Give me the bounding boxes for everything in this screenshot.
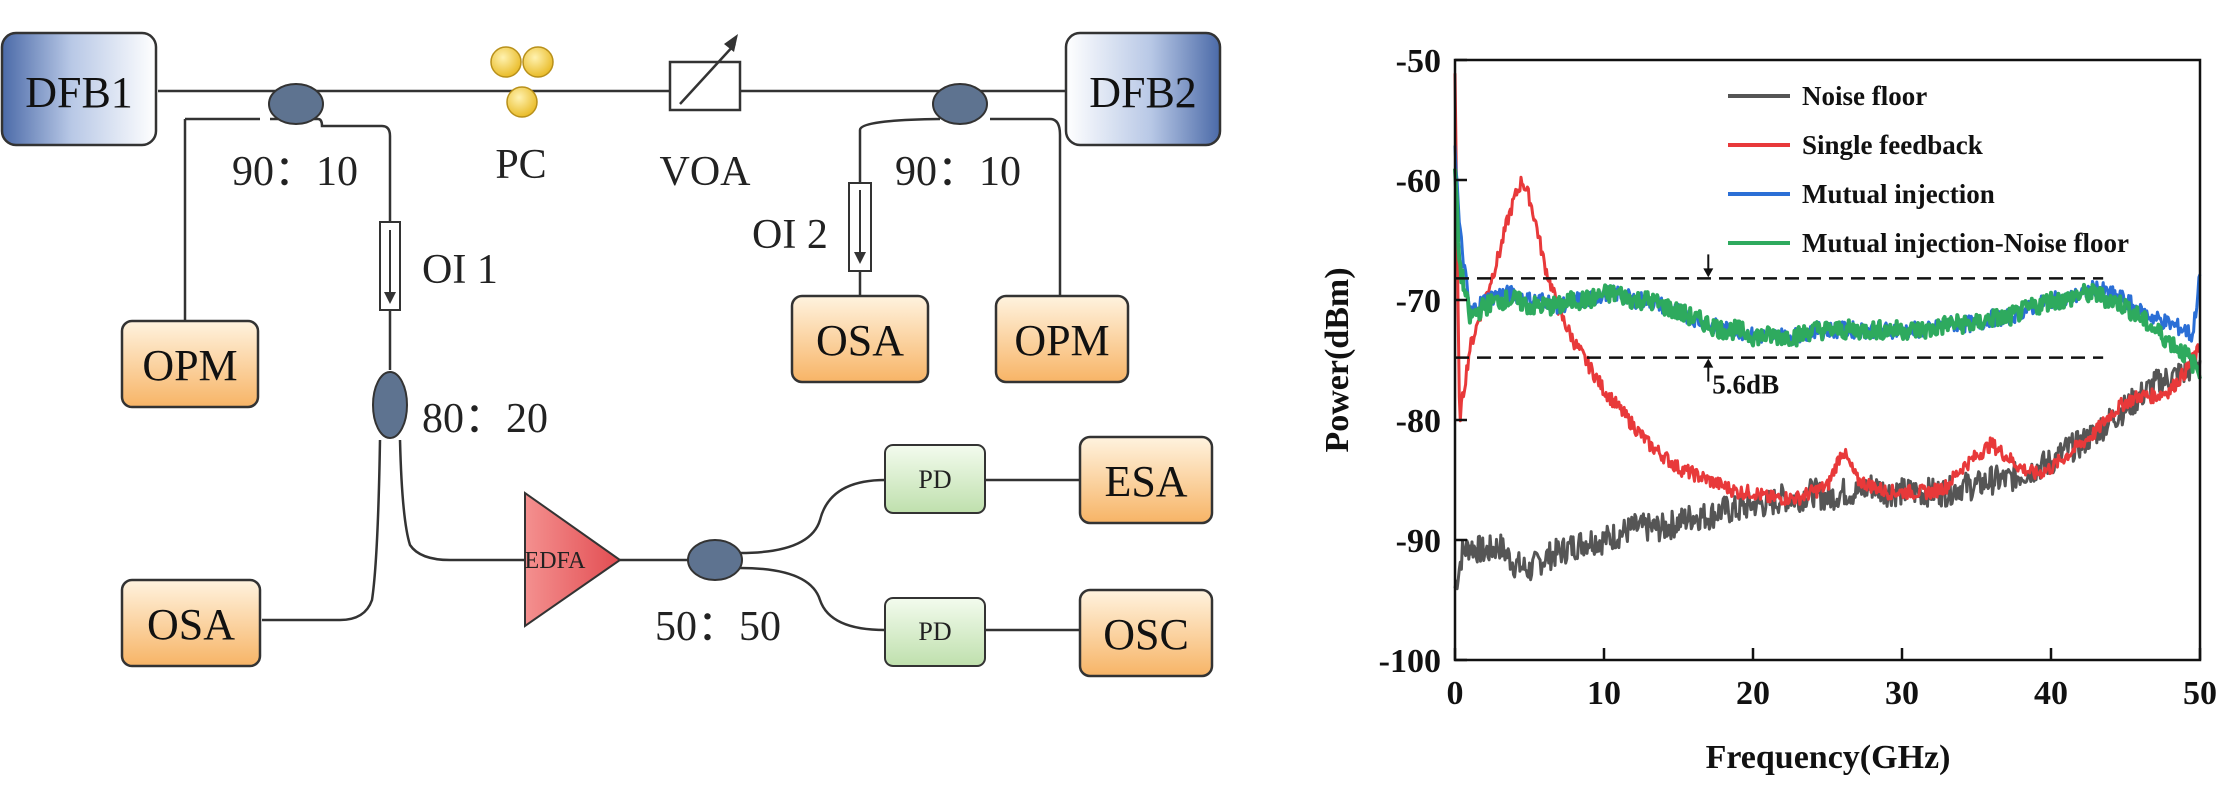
y-tick-label: -60 [1396,163,1441,200]
legend-label: Mutual injection-Noise floor [1802,228,2129,258]
osa-left-label: OSA [147,600,235,649]
fiber-c4-pd2 [739,566,886,632]
oi2-label: OI 2 [752,212,828,258]
up-arrow-icon [1703,358,1714,368]
x-tick-label: 10 [1587,675,1621,712]
x-tick-label: 20 [1736,675,1770,712]
opm-right-label: OPM [1014,316,1109,365]
osc-label: OSC [1103,610,1189,659]
edfa: EDFA [524,491,622,628]
y-tick-label: -80 [1396,403,1441,440]
x-axis: 0 10 20 30 40 50 [1447,648,2217,712]
rf-spectrum-chart: 0 10 20 30 40 50 -50 -60 -70 -80 -90 -100 Frequenc… [1319,43,2217,776]
series-line-single-feedback [1453,73,2202,506]
setup-diagram [158,89,1080,632]
chart-legend: Noise floor Single feedback Mutual injecti… [1728,81,2129,258]
coupler-90-10-right-label: 90：10 [895,149,1021,195]
isolator-1-arrow-icon [384,292,396,304]
x-tick-label: 40 [2034,675,2068,712]
pc-label: PC [495,142,546,188]
osa-right: OSA [790,294,930,384]
down-arrow-icon [1703,268,1714,278]
pd1-label: PD [918,465,951,494]
chart-marks [1453,73,2202,591]
y-tick-label: -100 [1379,643,1441,680]
series-line-noise-floor [1453,353,2202,591]
opm-left-label: OPM [142,341,237,390]
photodetector-2: PD [884,597,986,667]
isolator-2: OI 2 [752,182,872,272]
voa: VOA [660,34,752,195]
legend-label: Mutual injection [1802,179,1995,209]
osc: OSC [1078,588,1214,678]
y-axis-label: Power(dBm) [1319,267,1356,452]
osa-left: OSA [120,578,262,668]
x-tick-label: 50 [2183,675,2217,712]
legend-label: Noise floor [1802,81,1927,111]
coupler-50-50-label: 50：50 [655,604,781,650]
voa-label: VOA [660,149,752,195]
fiber-c2-oi2 [858,117,941,195]
opm-right: OPM [994,294,1130,384]
y-tick-label: -70 [1396,283,1441,320]
photodetector-1: PD [884,444,986,514]
fiber-c2-opm2 [990,117,1062,295]
opm-left: OPM [120,319,260,409]
esa: ESA [1078,435,1214,525]
voa-arrow-icon [724,34,738,52]
coupler-90-10-left [268,83,324,125]
coupler-50-50 [687,539,743,581]
coupler-90-10-right [932,83,988,125]
esa-label: ESA [1104,457,1187,506]
delta-label: 5.6dB [1712,370,1779,400]
x-tick-label: 0 [1447,675,1464,712]
pd2-label: PD [918,617,951,646]
dfb1-label: DFB1 [25,68,133,117]
polarization-controller: PC [490,46,554,188]
dfb2-label: DFB2 [1089,68,1197,117]
coupler-80-20-label: 80：20 [422,396,548,442]
edfa-label: EDFA [525,548,587,574]
osa-right-label: OSA [816,316,904,365]
oi1-label: OI 1 [422,247,498,293]
dfb1-laser: DFB1 [0,31,158,147]
x-tick-label: 30 [1885,675,1919,712]
x-axis-label: Frequency(GHz) [1706,739,1951,776]
isolator-1: OI 1 [379,221,498,311]
dfb2-laser: DFB2 [1064,31,1222,147]
y-tick-label: -90 [1396,523,1441,560]
fiber-c3-osa1 [262,439,382,622]
series-line-mutual-injection-noise-floor [1453,168,2202,380]
plot-frame [1453,58,2202,662]
legend-label: Single feedback [1802,130,1983,160]
y-axis: -50 -60 -70 -80 -90 -100 [1379,43,1467,680]
chart-annotation: 5.6dB [1455,254,2104,400]
coupler-80-20 [372,371,408,439]
fiber-c4-pd1 [739,478,886,555]
fiber-c1-coupler3 [270,117,392,370]
y-tick-label: -50 [1396,43,1441,80]
isolator-2-arrow-icon [854,252,866,264]
coupler-90-10-left-label: 90：10 [232,149,358,195]
fiber-c3-edfa [398,439,525,562]
